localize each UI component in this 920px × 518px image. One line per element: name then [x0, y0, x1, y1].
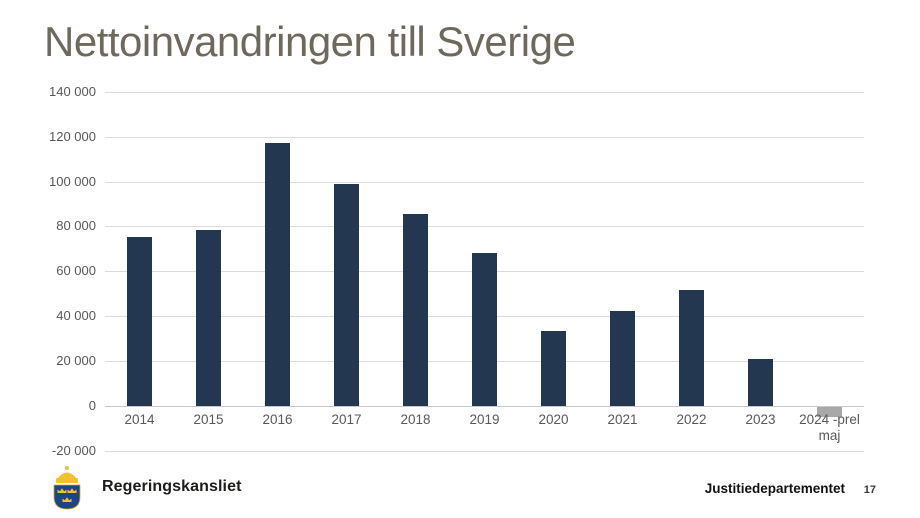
y-axis-tick-label: 60 000 [56, 263, 96, 279]
gridline [105, 181, 864, 183]
department-label: Justitiedepartementet [704, 481, 845, 496]
bar-2017 [334, 183, 359, 406]
x-axis-tick-label: 2024 -prel maj [799, 412, 860, 443]
bar-2020 [541, 330, 566, 406]
x-axis-tick-label: 2019 [469, 412, 500, 427]
x-axis-tick-label: 2014 [124, 412, 155, 427]
x-axis-tick-label: 2017 [331, 412, 362, 427]
y-axis-tick-label: 40 000 [56, 308, 96, 324]
bar-2022 [679, 289, 704, 406]
bar-2024-prel-maj [817, 407, 842, 418]
x-axis-tick-label: 2018 [400, 412, 431, 427]
bar-2023 [748, 358, 773, 406]
page-title: Nettoinvandringen till Sverige [44, 18, 576, 65]
x-axis-tick-label: 2021 [607, 412, 638, 427]
y-axis-tick-label: 100 000 [49, 173, 96, 189]
bar-2019 [472, 253, 497, 406]
bar-2018 [403, 213, 428, 406]
bar-2021 [610, 311, 635, 406]
x-axis-tick-label: 2023 [745, 412, 776, 427]
page-number: 17 [863, 484, 876, 496]
bar-2014 [127, 236, 152, 406]
y-axis-tick-label: 80 000 [56, 218, 96, 234]
y-axis-tick-label: 140 000 [49, 83, 96, 99]
y-axis-tick-label: 120 000 [49, 128, 96, 144]
y-axis-tick-label: 20 000 [56, 353, 96, 369]
gridline [105, 91, 864, 93]
footer-agency: Regeringskansliet [44, 464, 242, 510]
y-axis-tick-label: 0 [88, 398, 96, 413]
x-axis-tick-label: 2020 [538, 412, 569, 427]
x-axis-tick-label: 2015 [193, 412, 224, 427]
bar-2016 [265, 143, 290, 406]
bar-2015 [196, 229, 221, 406]
x-axis-tick-label: 2022 [676, 412, 707, 427]
x-axis-tick-label: 2016 [262, 412, 293, 427]
gridline [105, 136, 864, 138]
gridline [105, 450, 864, 452]
x-axis-zero-line [105, 406, 864, 407]
gridline [105, 226, 864, 228]
regeringskansliet-coat-of-arms-icon [53, 466, 81, 510]
y-axis-tick-label: -20 000 [51, 442, 96, 458]
agency-label: Regeringskansliet [102, 478, 242, 495]
